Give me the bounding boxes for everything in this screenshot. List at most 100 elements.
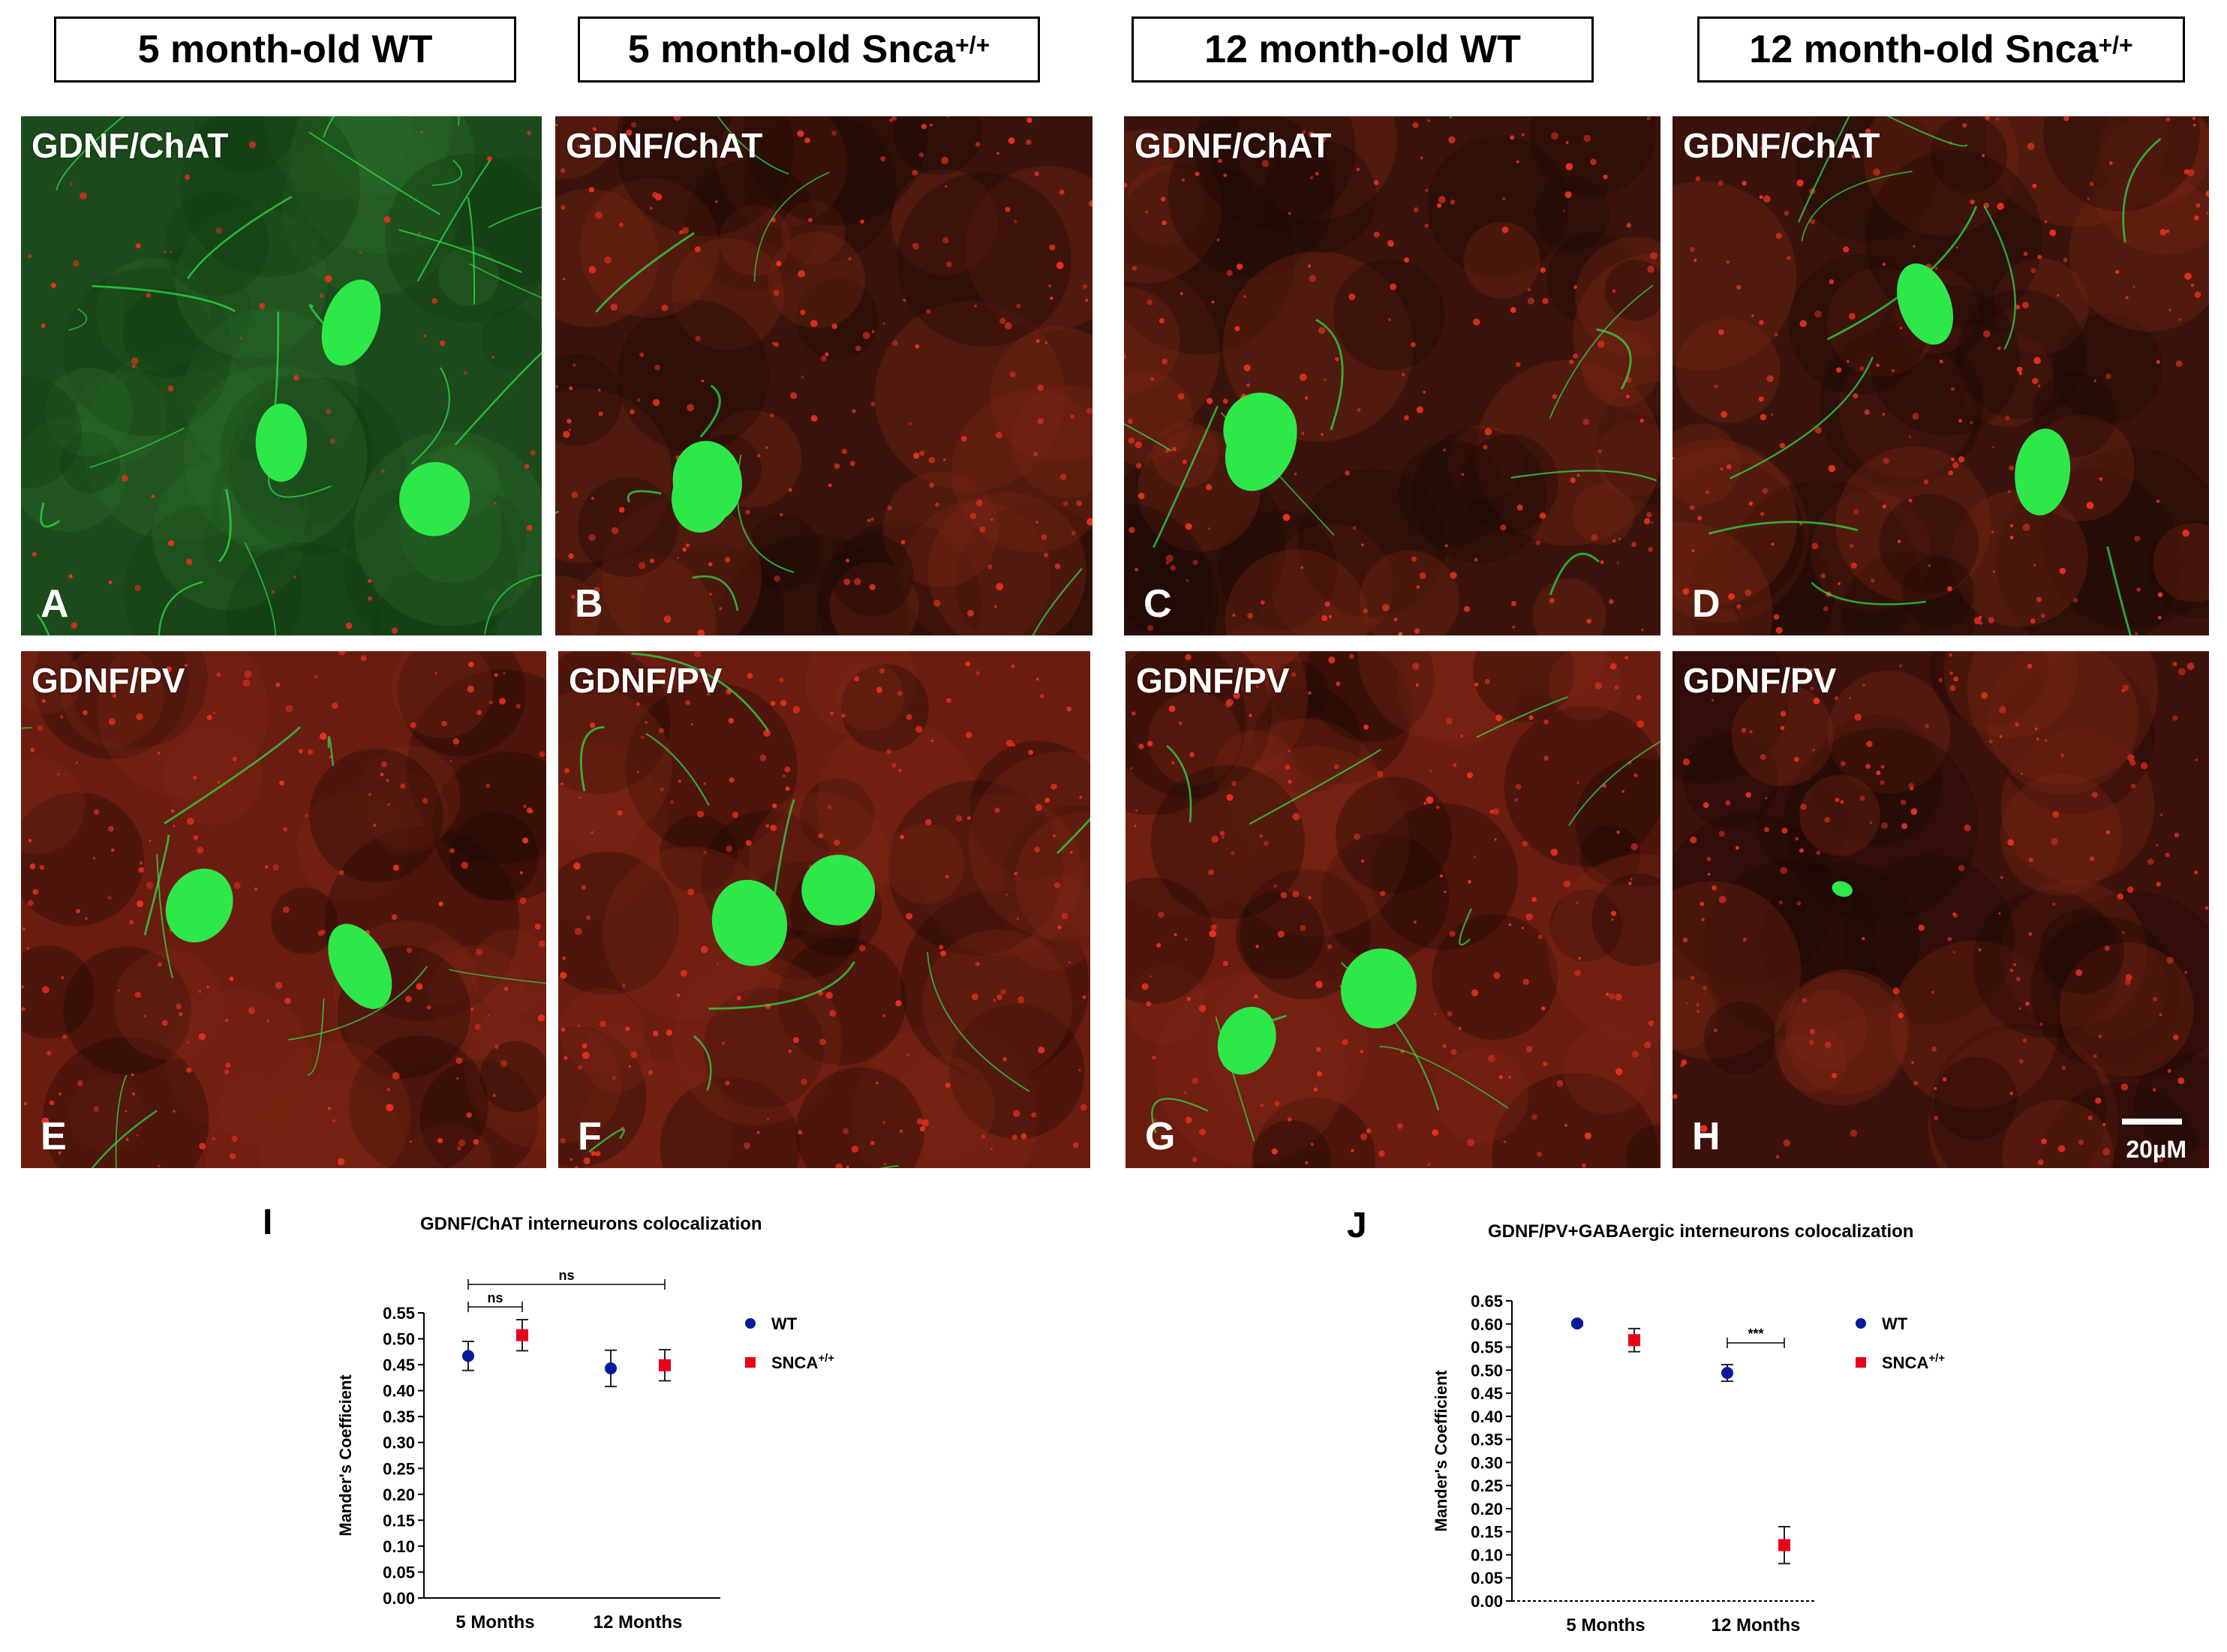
gdnf-puncta — [1273, 884, 1278, 888]
gdnf-puncta — [1633, 773, 1638, 778]
gdnf-puncta — [2018, 371, 2023, 376]
gdnf-puncta — [206, 985, 209, 989]
gdnf-puncta — [600, 1020, 606, 1027]
gdnf-puncta — [50, 282, 57, 289]
tissue-texture — [42, 1037, 209, 1168]
gdnf-puncta — [431, 298, 437, 305]
gdnf-puncta — [1333, 764, 1339, 770]
gdnf-puncta — [2184, 971, 2188, 974]
gdnf-puncta — [426, 1005, 431, 1010]
neurite-fiber — [187, 196, 293, 280]
gdnf-puncta — [1078, 1068, 1081, 1072]
gdnf-puncta — [1703, 802, 1709, 809]
gdnf-puncta — [1434, 1013, 1437, 1016]
data-point-snca — [1628, 1334, 1640, 1347]
tissue-texture — [558, 688, 672, 846]
tissue-texture — [21, 792, 144, 927]
tissue-texture — [2041, 446, 2209, 629]
gdnf-puncta — [1167, 148, 1173, 154]
gdnf-puncta — [2141, 762, 2148, 770]
gdnf-puncta — [244, 670, 252, 678]
gdnf-puncta — [2177, 668, 2186, 676]
gdnf-puncta — [1315, 981, 1323, 989]
gdnf-puncta — [1898, 664, 1902, 668]
neurite-fiber — [1797, 116, 1850, 223]
neurite-fiber — [579, 725, 605, 791]
gdnf-puncta — [1377, 770, 1384, 777]
neurite-fiber — [467, 197, 476, 305]
gdnf-puncta — [1694, 258, 1697, 263]
gdnf-puncta — [515, 704, 521, 709]
y-tick-label: 0.05 — [383, 1563, 415, 1581]
y-tick-label: 0.45 — [1471, 1384, 1503, 1403]
gdnf-puncta — [345, 622, 353, 629]
gdnf-puncta — [831, 323, 837, 329]
gdnf-puncta — [239, 336, 243, 340]
gdnf-puncta — [1425, 188, 1429, 192]
gdnf-puncta — [1129, 767, 1133, 770]
tissue-texture — [555, 389, 672, 563]
gdnf-puncta — [1416, 585, 1420, 589]
gdnf-puncta — [763, 729, 771, 737]
gdnf-puncta — [530, 809, 533, 813]
gdnf-puncta — [1310, 1142, 1314, 1146]
gdnf-puncta — [1467, 879, 1471, 884]
tissue-texture — [1596, 381, 1660, 505]
gdnf-puncta — [1838, 582, 1841, 585]
gdnf-puncta — [975, 142, 981, 147]
tissue-texture — [1788, 254, 1929, 395]
gdnf-puncta — [2016, 366, 2023, 373]
gdnf-puncta — [1510, 307, 1516, 314]
gdnf-puncta — [1700, 901, 1705, 906]
neurite-fiber — [1801, 170, 1913, 242]
tissue-texture — [1951, 489, 2088, 627]
gdnf-puncta — [1033, 452, 1038, 457]
gdnf-puncta — [1011, 1134, 1018, 1140]
tissue-texture — [368, 773, 449, 855]
gdnf-puncta — [1760, 754, 1766, 761]
legend-label: SNCA+/+ — [771, 1352, 834, 1372]
gdnf-puncta — [1300, 924, 1306, 931]
gdnf-puncta — [1810, 686, 1814, 691]
gdnf-puncta — [788, 488, 792, 492]
tissue-texture — [1504, 705, 1660, 867]
gdnf-puncta — [500, 1060, 508, 1068]
gdnf-puncta — [1035, 521, 1038, 524]
gdnf-puncta — [305, 813, 308, 818]
gdnf-puncta — [1378, 1150, 1385, 1158]
gdnf-puncta — [975, 499, 983, 506]
gdnf-puncta — [882, 322, 886, 325]
gdnf-puncta — [1321, 615, 1328, 622]
panel-letter: F — [578, 1115, 602, 1158]
tissue-texture — [555, 116, 624, 180]
tissue-texture — [164, 191, 270, 296]
gdnf-puncta — [1498, 1075, 1503, 1080]
gdnf-puncta — [726, 845, 732, 852]
gdnf-puncta — [522, 837, 529, 844]
gdnf-puncta — [1206, 398, 1213, 404]
neurite-fiber — [91, 1110, 158, 1168]
gdnf-puncta — [1516, 160, 1519, 164]
tissue-texture — [1591, 873, 1660, 966]
gdnf-puncta — [492, 1094, 496, 1098]
gdnf-puncta — [1426, 796, 1434, 804]
tissue-texture — [2040, 1082, 2201, 1168]
neurite-fiber — [693, 1035, 712, 1091]
neurite-fiber — [56, 116, 125, 191]
gdnf-puncta — [967, 609, 974, 617]
tissue-texture — [1263, 140, 1377, 254]
column-header-12mo-wt: 12 month-old WT — [1132, 17, 1594, 83]
tissue-texture — [419, 1059, 539, 1168]
gdnf-puncta — [47, 1050, 52, 1056]
gdnf-puncta — [1059, 473, 1067, 480]
tissue-texture — [1779, 1025, 1847, 1092]
gdnf-puncta — [2136, 587, 2141, 592]
gdnf-puncta — [928, 456, 936, 464]
gdnf-puncta — [1758, 396, 1764, 402]
gdnf-puncta — [1952, 461, 1959, 469]
gdnf-puncta — [1503, 1140, 1507, 1143]
gdnf-puncta — [1183, 1091, 1187, 1095]
gdnf-puncta — [380, 761, 388, 767]
gdnf-puncta — [829, 1010, 837, 1017]
gdnf-puncta — [955, 815, 963, 822]
